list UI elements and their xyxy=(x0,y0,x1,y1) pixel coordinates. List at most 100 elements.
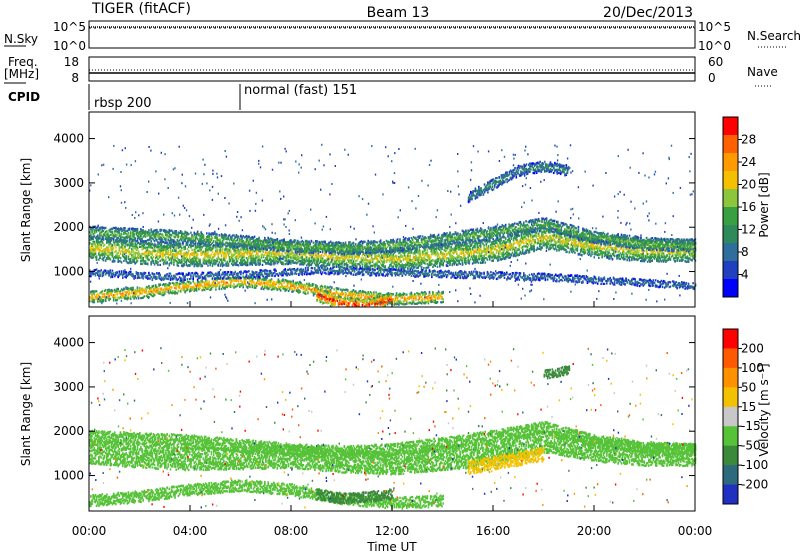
heatmap-cell xyxy=(418,248,421,251)
heatmap-cell xyxy=(593,256,596,259)
heatmap-cell xyxy=(193,252,196,255)
heatmap-cell xyxy=(410,248,413,251)
heatmap-cell xyxy=(183,251,185,254)
heatmap-cell xyxy=(406,261,408,265)
heatmap-cell xyxy=(434,244,436,247)
heatmap-cell xyxy=(353,250,356,253)
heatmap-cell xyxy=(176,244,179,247)
heatmap-cell xyxy=(118,254,121,257)
heatmap-cell xyxy=(228,260,231,263)
heatmap-cell xyxy=(429,259,432,262)
heatmap-cell xyxy=(166,241,168,245)
heatmap-cell xyxy=(258,250,260,253)
heatmap-cell xyxy=(209,254,211,257)
heatmap-cell xyxy=(324,251,326,255)
heatmap-cell xyxy=(103,243,106,247)
heatmap-cell xyxy=(402,257,405,260)
heatmap-cell xyxy=(343,263,346,266)
heatmap-cell xyxy=(254,261,257,264)
heatmap-cell xyxy=(143,243,146,247)
heatmap-cell xyxy=(148,253,150,257)
heatmap-cell xyxy=(417,252,419,255)
heatmap-cell xyxy=(208,258,210,262)
heatmap-cell xyxy=(461,259,464,262)
heatmap-cell xyxy=(183,254,185,257)
heatmap-cell xyxy=(192,244,194,247)
heatmap-cell xyxy=(374,255,376,258)
heatmap-cell xyxy=(98,252,100,255)
heatmap-cell xyxy=(136,253,139,256)
heatmap-cell xyxy=(415,264,417,267)
heatmap-cell xyxy=(129,242,132,245)
heatmap-cell xyxy=(201,246,204,249)
heatmap-cell xyxy=(469,251,472,254)
heatmap-cell xyxy=(474,244,476,248)
heatmap-cell xyxy=(416,244,418,247)
heatmap-cell xyxy=(195,262,198,265)
heatmap-cell xyxy=(97,243,99,246)
heatmap-cell xyxy=(475,242,477,245)
heatmap-cell xyxy=(123,240,125,244)
heatmap-cell xyxy=(296,254,299,258)
heatmap-cell xyxy=(433,263,435,266)
heatmap-cell xyxy=(471,247,474,250)
heatmap-cell xyxy=(178,246,181,249)
heatmap-cell xyxy=(195,246,198,249)
heatmap-cell xyxy=(268,257,271,260)
heatmap-cell xyxy=(423,249,425,252)
heatmap-cell xyxy=(117,242,119,245)
heatmap-cell xyxy=(368,262,371,265)
heatmap-cell xyxy=(324,259,326,262)
heatmap-cell xyxy=(148,245,150,248)
heatmap-cell xyxy=(333,259,335,262)
heatmap-cell xyxy=(393,260,396,263)
heatmap-cell xyxy=(174,243,176,246)
nsearch-label: N.Search xyxy=(747,29,800,43)
heatmap-cell xyxy=(223,253,225,256)
heatmap-cell xyxy=(131,254,133,257)
heatmap-cell xyxy=(481,261,483,264)
heatmap-cell xyxy=(434,248,436,251)
heatmap-cell xyxy=(249,261,251,264)
heatmap-cell xyxy=(369,246,372,249)
heatmap-cell xyxy=(183,246,185,249)
heatmap-cell xyxy=(473,255,475,258)
heatmap-cell xyxy=(431,263,433,266)
heatmap-cell xyxy=(498,258,500,262)
heatmap-cell xyxy=(316,260,318,263)
heatmap-cell xyxy=(251,255,254,258)
heatmap-cell xyxy=(106,239,108,242)
heatmap-cell xyxy=(177,258,180,261)
heatmap-cell xyxy=(135,258,138,261)
heatmap-cell xyxy=(412,266,415,270)
heatmap-cell xyxy=(410,251,413,254)
heatmap-cell xyxy=(303,259,306,262)
heatmap-cell xyxy=(259,258,261,262)
heatmap-cell xyxy=(239,251,241,254)
heatmap-cell xyxy=(385,252,388,255)
heatmap-cell xyxy=(373,268,375,271)
heatmap-cell xyxy=(495,249,498,252)
heatmap-cell xyxy=(193,254,196,257)
heatmap-cell xyxy=(486,249,489,252)
nsky-panel: N.Sky 10^5 10^0 10^5 10^0 N.Search xyxy=(4,20,800,53)
heatmap-cell xyxy=(107,248,109,251)
heatmap-cell xyxy=(499,238,501,241)
heatmap-cell xyxy=(223,257,225,260)
heatmap-cell xyxy=(410,259,413,262)
heatmap-cell xyxy=(418,262,421,265)
heatmap-cell xyxy=(366,249,368,252)
heatmap-cell xyxy=(356,245,358,248)
heatmap-cell xyxy=(202,258,205,261)
heatmap-cell xyxy=(240,249,242,252)
heatmap-cell xyxy=(99,249,101,252)
heatmap-cell xyxy=(496,255,499,258)
heatmap-cell xyxy=(458,246,460,249)
heatmap-cell xyxy=(133,256,135,259)
heatmap-cell xyxy=(409,267,411,270)
heatmap-cell xyxy=(161,254,164,257)
heatmap-cell xyxy=(159,259,161,262)
heatmap-cell xyxy=(252,254,255,257)
heatmap-cell xyxy=(393,247,396,250)
heatmap-cell xyxy=(276,257,279,260)
